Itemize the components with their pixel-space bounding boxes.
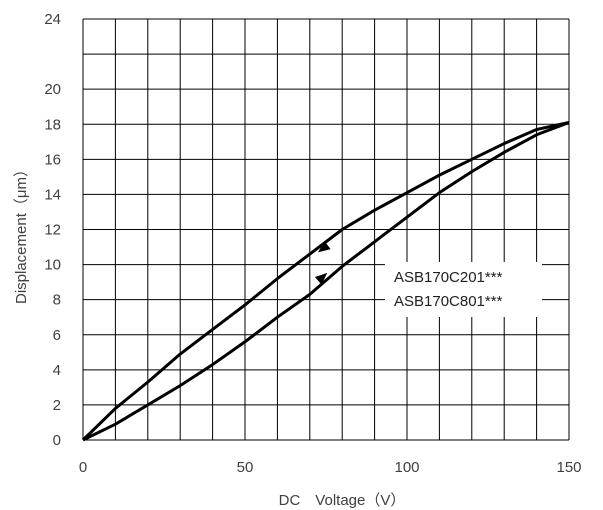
- y-tick-label: 2: [53, 397, 61, 414]
- y-tick-label: 12: [44, 222, 61, 239]
- legend: ASB170C201*** ASB170C801***: [385, 262, 542, 317]
- y-tick-label: 4: [53, 362, 61, 379]
- legend-box: [385, 262, 542, 317]
- x-tick-label: 100: [394, 459, 419, 476]
- series-line-decreasing: [81, 121, 570, 442]
- y-tick-label: 20: [44, 81, 61, 98]
- x-tick-label: 50: [237, 459, 254, 476]
- x-tick-label: 150: [556, 459, 581, 476]
- y-tick-label: 8: [53, 292, 61, 309]
- y-tick-label: 24: [44, 11, 61, 28]
- y-axis-title: Displacement（μm）: [13, 162, 30, 304]
- direction-arrow: [317, 241, 331, 253]
- direction-arrow: [314, 272, 328, 285]
- grid: [82, 18, 570, 441]
- series-line-increasing: [82, 121, 570, 442]
- legend-entry: ASB170C801***: [394, 293, 503, 310]
- legend-entry: ASB170C201***: [394, 269, 503, 286]
- y-tick-label: 6: [53, 327, 61, 344]
- y-tick-label: 18: [44, 116, 61, 133]
- y-tick-label: 10: [44, 257, 61, 274]
- y-tick-label: 14: [44, 186, 61, 203]
- x-tick-labels: 0 50 100 150: [79, 459, 582, 476]
- y-tick-label: 0: [53, 432, 61, 449]
- y-tick-label: 16: [44, 151, 61, 168]
- x-tick-label: 0: [79, 459, 87, 476]
- series-group: [81, 121, 570, 442]
- x-axis-title: DC Voltage（V）: [279, 492, 406, 509]
